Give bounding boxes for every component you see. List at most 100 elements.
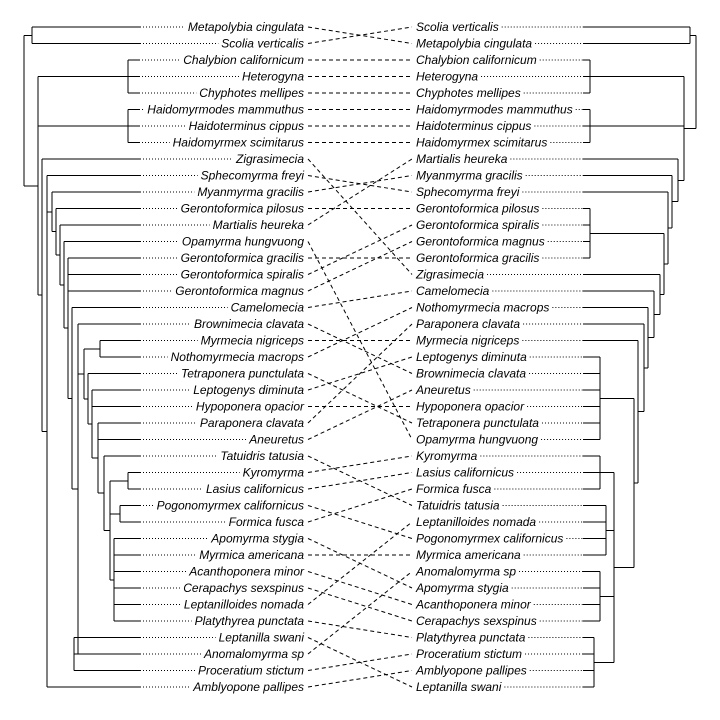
right-taxon-myanmyrma-gracilis: Myanmyrma gracilis <box>416 169 523 183</box>
left-taxon-haidomyrmodes-mammuthus: Haidomyrmodes mammuthus <box>147 103 304 117</box>
left-taxon-cerapachys-sexspinus: Cerapachys sexspinus <box>183 581 304 595</box>
right-taxon-camelomecia: Camelomecia <box>416 284 490 298</box>
connector-zigrasimecia <box>307 158 413 275</box>
connector-formica-fusca <box>307 488 413 523</box>
right-taxon-kyromyrma: Kyromyrma <box>416 449 478 463</box>
right-taxon-scolia-verticalis: Scolia verticalis <box>416 20 499 34</box>
right-taxon-haidoterminus-cippus: Haidoterminus cippus <box>416 119 531 133</box>
right-taxon-apomyrma-stygia: Apomyrma stygia <box>415 581 509 595</box>
left-taxon-myrmica-americana: Myrmica americana <box>199 548 304 562</box>
left-taxon-leptanilloides-nomada: Leptanilloides nomada <box>184 598 304 612</box>
right-taxon-myrmica-americana: Myrmica americana <box>416 548 521 562</box>
left-taxon-platythyrea-punctata: Platythyrea punctata <box>195 614 305 628</box>
right-taxon-lasius-californicus: Lasius californicus <box>416 466 514 480</box>
right-taxon-hypoponera-opacior: Hypoponera opacior <box>416 400 525 414</box>
left-taxon-gerontoformica-spiralis: Gerontoformica spiralis <box>181 268 304 282</box>
right-taxon-nothomyrmecia-macrops: Nothomyrmecia macrops <box>416 301 549 315</box>
right-taxon-chalybion-californicum: Chalybion californicum <box>416 53 537 67</box>
left-taxon-sphecomyrma-freyi: Sphecomyrma freyi <box>201 169 305 183</box>
connector-opamyrma-hungvuong <box>307 241 413 440</box>
left-taxon-lasius-californicus: Lasius californicus <box>206 482 304 496</box>
connector-gerontoformica-spiralis <box>307 224 413 275</box>
left-taxon-labels: Metapolybia cingulata Scolia verticalis Ch… <box>147 20 305 694</box>
right-taxon-tetraponera-punctulata: Tetraponera punctulata <box>416 416 539 430</box>
right-taxon-leptanilloides-nomada: Leptanilloides nomada <box>416 515 536 529</box>
left-taxon-acanthoponera-minor: Acanthoponera minor <box>188 565 305 579</box>
connector-gerontoformica-magnus <box>307 241 413 292</box>
right-taxon-haidomyrmodes-mammuthus: Haidomyrmodes mammuthus <box>416 103 573 117</box>
left-taxon-myanmyrma-gracilis: Myanmyrma gracilis <box>197 185 304 199</box>
right-taxon-pogonomyrmex-californicus: Pogonomyrmex californicus <box>416 532 563 546</box>
right-taxon-chyphotes-mellipes: Chyphotes mellipes <box>416 86 521 100</box>
left-taxon-amblyopone-pallipes: Amblyopone pallipes <box>192 680 304 694</box>
connector-anomalomyrma-sp <box>307 571 413 655</box>
left-taxon-haidomyrmex-scimitarus: Haidomyrmex scimitarus <box>173 136 304 150</box>
left-taxon-martialis-heureka: Martialis heureka <box>213 218 305 232</box>
right-taxon-heterogyna: Heterogyna <box>416 70 478 84</box>
right-taxon-zigrasimecia: Zigrasimecia <box>415 268 484 282</box>
right-taxon-acanthoponera-minor: Acanthoponera minor <box>415 598 532 612</box>
left-taxon-anomalomyrma-sp: Anomalomyrma sp <box>203 647 304 661</box>
right-taxon-cerapachys-sexspinus: Cerapachys sexspinus <box>416 614 537 628</box>
left-taxon-gerontoformica-magnus: Gerontoformica magnus <box>175 284 304 298</box>
connector-acanthoponera-minor <box>307 571 413 605</box>
left-taxon-gerontoformica-gracilis: Gerontoformica gracilis <box>181 251 304 265</box>
connector-leptanilloides-nomada <box>307 521 413 605</box>
connector-aneuretus <box>307 389 413 440</box>
right-taxon-proceratium-stictum: Proceratium stictum <box>416 647 522 661</box>
right-taxon-gerontoformica-magnus: Gerontoformica magnus <box>416 235 545 249</box>
left-taxon-brownimecia-clavata: Brownimecia clavata <box>194 317 304 331</box>
left-taxon-opamyrma-hungvuong: Opamyrma hungvuong <box>182 235 304 249</box>
left-taxon-camelomecia: Camelomecia <box>231 301 305 315</box>
connector-paraponera-clavata <box>307 323 413 424</box>
right-taxon-platythyrea-punctata: Platythyrea punctata <box>416 631 526 645</box>
connector-pogonomyrmex-californicus <box>307 505 413 539</box>
left-taxon-pogonomyrmex-californicus: Pogonomyrmex californicus <box>157 499 304 513</box>
left-taxon-tetraponera-punctulata: Tetraponera punctulata <box>181 367 304 381</box>
connector-camelomecia <box>307 290 413 308</box>
right-taxon-brownimecia-clavata: Brownimecia clavata <box>416 367 526 381</box>
connector-tetraponera-punctulata <box>307 373 413 424</box>
right-taxon-leptanilla-swani: Leptanilla swani <box>416 680 502 694</box>
left-taxon-formica-fusca: Formica fusca <box>229 515 305 529</box>
connector-cerapachys-sexspinus <box>307 587 413 622</box>
connector-amblyopone-pallipes <box>307 670 413 688</box>
left-taxon-paraponera-clavata: Paraponera clavata <box>200 416 304 430</box>
right-taxon-labels: Scolia verticalis Metapolybia cingulata Ch… <box>415 20 573 694</box>
left-taxon-haidoterminus-cippus: Haidoterminus cippus <box>189 119 304 133</box>
connector-myanmyrma-gracilis <box>307 175 413 193</box>
left-taxon-nothomyrmecia-macrops: Nothomyrmecia macrops <box>171 350 304 364</box>
connector-martialis-heureka <box>307 158 413 226</box>
left-taxon-tatuidris-tatusia: Tatuidris tatusia <box>220 449 304 463</box>
right-taxon-anomalomyrma-sp: Anomalomyrma sp <box>415 565 516 579</box>
left-taxon-hypoponera-opacior: Hypoponera opacior <box>196 400 305 414</box>
right-taxon-martialis-heureka: Martialis heureka <box>416 152 508 166</box>
connector-kyromyrma <box>307 455 413 473</box>
left-taxon-chalybion-californicum: Chalybion californicum <box>183 53 304 67</box>
right-taxon-leptogenys-diminuta: Leptogenys diminuta <box>416 350 527 364</box>
left-taxon-proceratium-stictum: Proceratium stictum <box>198 664 304 678</box>
right-taxon-myrmecia-nigriceps: Myrmecia nigriceps <box>416 334 519 348</box>
leader-dots <box>136 26 583 688</box>
right-tree <box>583 26 697 688</box>
left-taxon-chyphotes-mellipes: Chyphotes mellipes <box>199 86 304 100</box>
right-taxon-paraponera-clavata: Paraponera clavata <box>416 317 520 331</box>
taxon-connectors <box>307 26 413 688</box>
right-taxon-gerontoformica-gracilis: Gerontoformica gracilis <box>416 251 539 265</box>
right-taxon-tatuidris-tatusia: Tatuidris tatusia <box>416 499 500 513</box>
left-taxon-aneuretus: Aneuretus <box>248 433 304 447</box>
left-taxon-scolia-verticalis: Scolia verticalis <box>221 37 304 51</box>
left-taxon-metapolybia-cingulata: Metapolybia cingulata <box>188 20 304 34</box>
left-tree <box>23 26 140 688</box>
connector-nothomyrmecia-macrops <box>307 307 413 358</box>
right-taxon-haidomyrmex-scimitarus: Haidomyrmex scimitarus <box>416 136 547 150</box>
right-taxon-gerontoformica-pilosus: Gerontoformica pilosus <box>416 202 539 216</box>
right-taxon-amblyopone-pallipes: Amblyopone pallipes <box>415 664 527 678</box>
right-taxon-sphecomyrma-freyi: Sphecomyrma freyi <box>416 185 520 199</box>
right-taxon-aneuretus: Aneuretus <box>415 383 471 397</box>
connector-proceratium-stictum <box>307 653 413 671</box>
left-taxon-apomyrma-stygia: Apomyrma stygia <box>210 532 304 546</box>
connector-brownimecia-clavata <box>307 323 413 374</box>
